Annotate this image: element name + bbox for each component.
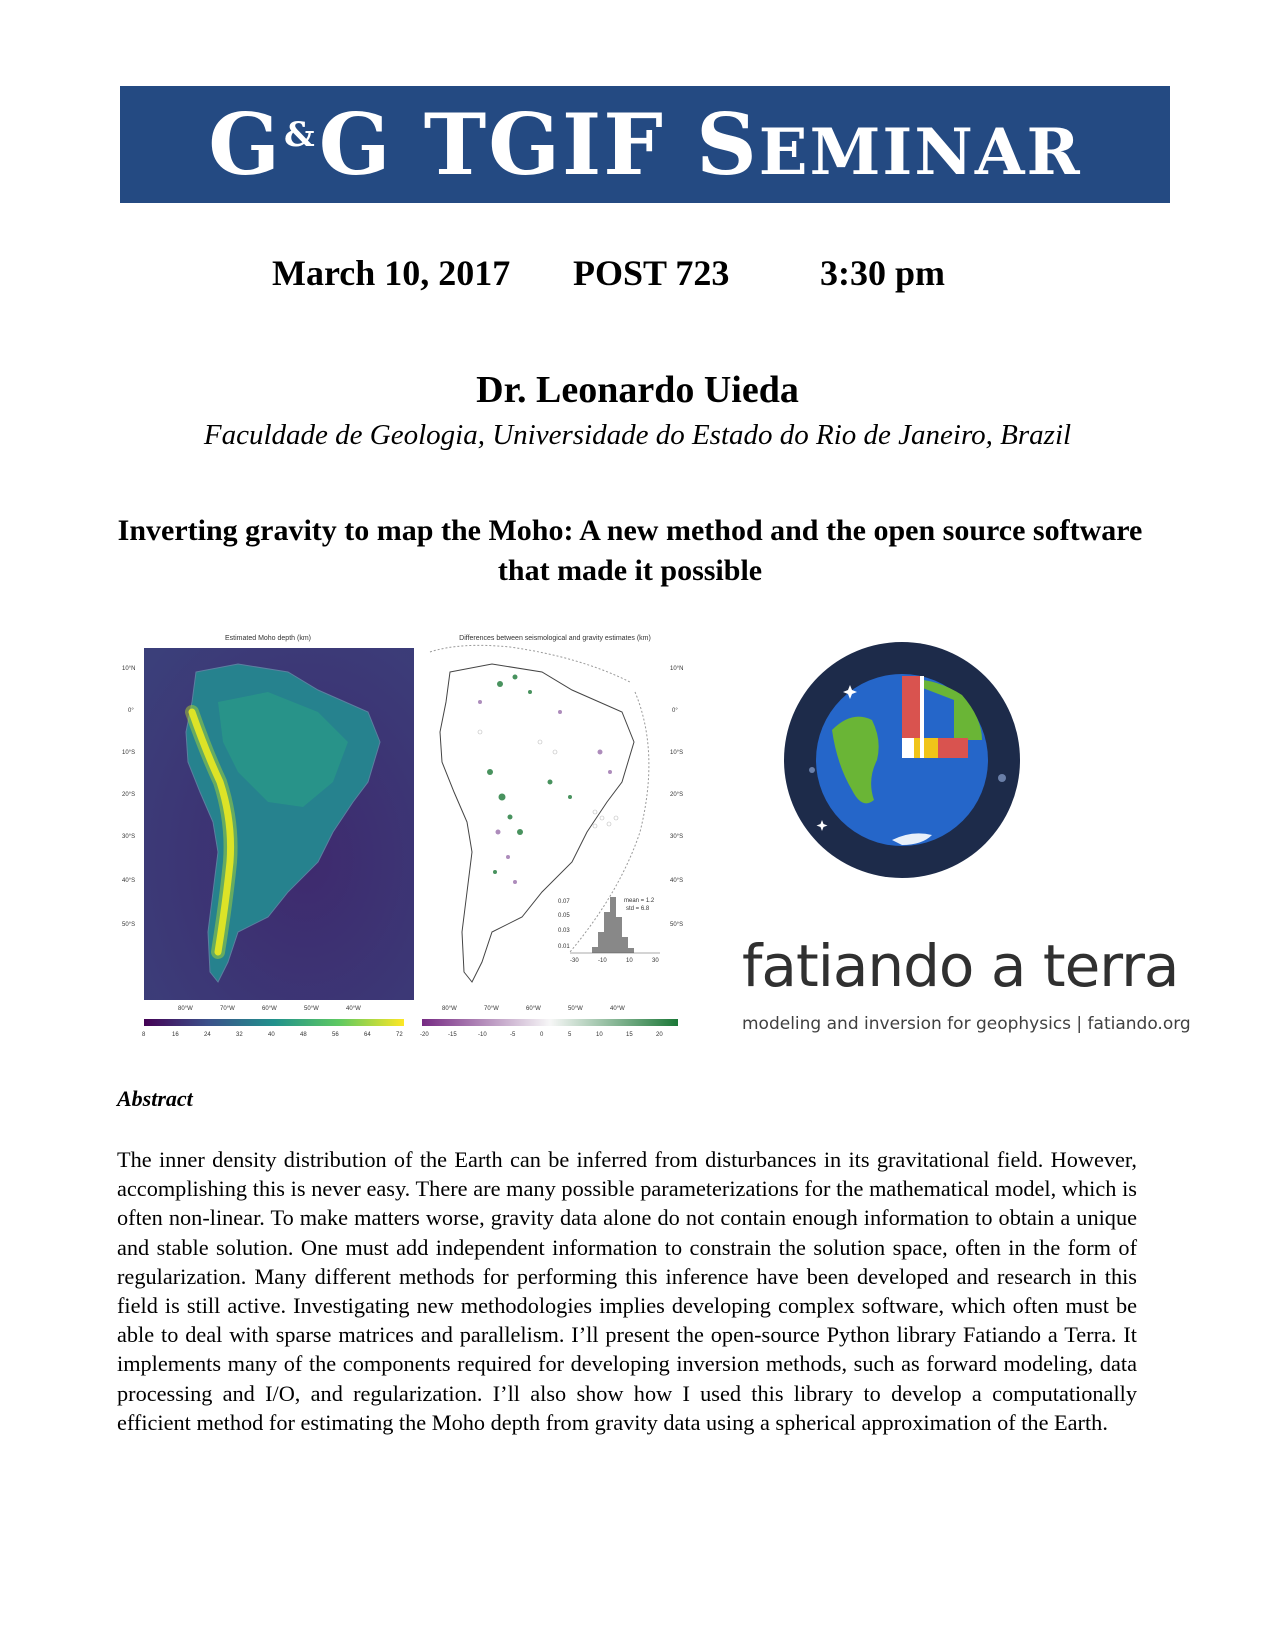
banner-small-caps: EMINAR — [758, 114, 1082, 190]
svg-text:0: 0 — [540, 1032, 544, 1038]
moho-depth-map: Estimated Moho depth (km) 10°N 0° 10°S 20°S… — [118, 632, 418, 1052]
event-meta: March 10, 2017 POST 723 3:30 pm — [0, 252, 1275, 296]
svg-text:5: 5 — [568, 1032, 572, 1038]
svg-text:72: 72 — [396, 1032, 403, 1038]
svg-text:56: 56 — [332, 1032, 339, 1038]
speaker-name: Dr. Leonardo Uieda — [476, 369, 799, 411]
svg-text:-5: -5 — [510, 1032, 516, 1038]
svg-text:0.07: 0.07 — [558, 899, 570, 905]
moho-colorbar — [144, 1019, 404, 1026]
svg-text:10°N: 10°N — [122, 666, 135, 672]
svg-text:0.05: 0.05 — [558, 913, 570, 919]
svg-text:10: 10 — [626, 958, 633, 964]
svg-text:50°S: 50°S — [670, 922, 683, 928]
svg-text:-30: -30 — [570, 958, 579, 964]
svg-text:24: 24 — [204, 1032, 211, 1038]
svg-text:40: 40 — [268, 1032, 275, 1038]
svg-text:20: 20 — [656, 1032, 663, 1038]
difference-histogram — [570, 897, 660, 954]
svg-text:50°S: 50°S — [122, 922, 135, 928]
svg-text:64: 64 — [364, 1032, 371, 1038]
svg-text:40°S: 40°S — [670, 878, 683, 884]
banner-main-text: G TGIF S — [318, 94, 759, 194]
difference-colorbar — [422, 1019, 678, 1026]
svg-text:0.03: 0.03 — [558, 928, 570, 934]
svg-text:48: 48 — [300, 1032, 307, 1038]
svg-text:0°: 0° — [672, 708, 678, 714]
hist-stats-std: std = 6.8 — [626, 906, 650, 912]
svg-text:20°S: 20°S — [122, 792, 135, 798]
svg-text:0.01: 0.01 — [558, 944, 570, 950]
svg-text:30: 30 — [652, 958, 659, 964]
banner-ampersand: & — [284, 114, 317, 155]
svg-text:-20: -20 — [420, 1032, 429, 1038]
svg-text:10°N: 10°N — [670, 666, 683, 672]
event-room: POST 723 — [573, 253, 730, 293]
svg-text:70°W: 70°W — [220, 1006, 235, 1012]
svg-text:40°W: 40°W — [346, 1006, 361, 1012]
svg-text:-10: -10 — [598, 958, 607, 964]
fatiando-globe-icon — [784, 642, 1020, 878]
banner-title: G&G TGIF SEMINAR — [208, 102, 1082, 190]
svg-text:15: 15 — [626, 1032, 633, 1038]
speaker-affiliation: Faculdade de Geologia, Universidade do E… — [203, 419, 1072, 451]
moho-depth-map-title: Estimated Moho depth (km) — [225, 635, 311, 642]
abstract-heading: Abstract — [117, 1086, 193, 1111]
svg-text:10: 10 — [596, 1032, 603, 1038]
wordmark-fatiando: fatiando — [742, 932, 974, 1000]
svg-text:40°S: 40°S — [122, 878, 135, 884]
svg-text:30°S: 30°S — [122, 834, 135, 840]
event-date: March 10, 2017 — [272, 253, 511, 293]
outline-continent — [439, 663, 635, 983]
svg-text:16: 16 — [172, 1032, 179, 1038]
svg-text:60°W: 60°W — [526, 1006, 541, 1012]
svg-text:20°S: 20°S — [670, 792, 683, 798]
svg-text:80°W: 80°W — [442, 1006, 457, 1012]
fatiando-wordmark: fatiando a terra — [742, 932, 1180, 1000]
event-time: 3:30 pm — [820, 253, 945, 293]
difference-map: Differences between seismological and gr… — [420, 632, 690, 1052]
svg-text:10°S: 10°S — [122, 750, 135, 756]
difference-map-svg: mean = 1.2 std = 6.8 0.07 0.05 0.03 0.01 -3… — [420, 644, 683, 1038]
svg-text:-15: -15 — [448, 1032, 457, 1038]
svg-text:-10: -10 — [478, 1032, 487, 1038]
svg-text:80°W: 80°W — [178, 1006, 193, 1012]
difference-map-title: Differences between seismological and gr… — [459, 635, 651, 642]
andes-ridge — [188, 708, 235, 956]
svg-text:30°S: 30°S — [670, 834, 683, 840]
svg-text:0°: 0° — [128, 708, 134, 714]
svg-text:60°W: 60°W — [262, 1006, 277, 1012]
banner-letter-g1: G — [208, 94, 283, 194]
fatiando-tagline: modeling and inversion for geophysics | … — [742, 1014, 1191, 1034]
moho-depth-map-svg: 10°N 0° 10°S 20°S 30°S 40°S 50°S 80°W 70°W 60°W 5… — [122, 648, 414, 1038]
svg-text:40°W: 40°W — [610, 1006, 625, 1012]
svg-text:70°W: 70°W — [484, 1006, 499, 1012]
svg-text:8: 8 — [142, 1032, 146, 1038]
talk-title: Inverting gravity to map the Moho: A new… — [117, 514, 1143, 587]
abstract-body: The inner density distribution of the Ea… — [117, 1147, 1137, 1435]
wordmark-a-terra: a terra — [973, 932, 1180, 1000]
svg-text:50°W: 50°W — [304, 1006, 319, 1012]
hist-stats-mean: mean = 1.2 — [624, 898, 655, 904]
svg-text:50°W: 50°W — [568, 1006, 583, 1012]
seminar-banner: G&G TGIF SEMINAR — [120, 86, 1170, 203]
svg-text:32: 32 — [236, 1032, 243, 1038]
svg-text:10°S: 10°S — [670, 750, 683, 756]
